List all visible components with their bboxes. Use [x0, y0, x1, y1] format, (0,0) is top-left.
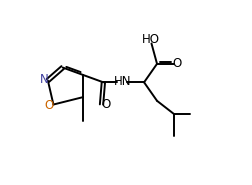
Text: O: O	[172, 57, 181, 70]
Text: O: O	[101, 98, 110, 111]
Text: N: N	[40, 73, 49, 86]
Text: HO: HO	[141, 33, 159, 46]
Text: O: O	[45, 99, 54, 112]
Text: HN: HN	[113, 75, 131, 88]
